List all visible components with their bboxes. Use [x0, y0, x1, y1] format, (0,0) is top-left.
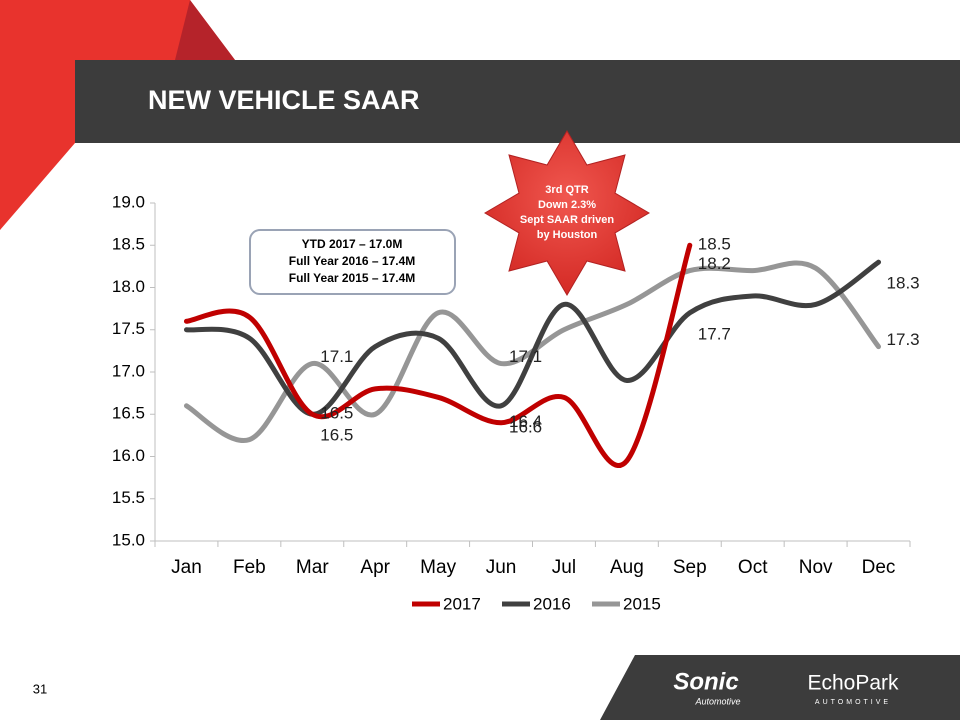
- callout-text: by Houston: [537, 229, 598, 241]
- legend-label: 2016: [533, 594, 571, 613]
- x-tick-label: Oct: [738, 557, 768, 578]
- callout-text: 3rd QTR: [545, 184, 588, 196]
- y-tick-label: 19.0: [112, 192, 145, 211]
- logo-sonic-sub: Automotive: [694, 696, 740, 706]
- callout-text: Sept SAAR driven: [520, 214, 614, 226]
- data-label: 16.5: [320, 426, 353, 445]
- y-tick-label: 15.5: [112, 488, 145, 507]
- x-tick-label: Jun: [486, 557, 517, 578]
- ytd-textbox: [249, 229, 456, 295]
- y-tick-label: 16.5: [112, 404, 145, 423]
- x-tick-label: Mar: [296, 557, 329, 578]
- series-line: [183, 242, 693, 468]
- textbox-line: Full Year 2016 – 17.4M: [289, 254, 416, 268]
- x-tick-label: Jan: [171, 557, 202, 578]
- y-tick-label: 15.0: [112, 530, 145, 549]
- y-tick-label: 18.5: [112, 235, 145, 254]
- data-label: 17.3: [887, 330, 920, 349]
- data-label: 18.2: [698, 254, 731, 273]
- textbox-line: Full Year 2015 – 17.4M: [289, 271, 416, 285]
- x-tick-label: Jul: [552, 557, 576, 578]
- x-tick-label: Sep: [673, 557, 707, 578]
- x-tick-label: Dec: [862, 557, 896, 578]
- x-tick-label: Nov: [799, 557, 833, 578]
- legend-label: 2017: [443, 594, 481, 613]
- data-label: 16.4: [509, 412, 542, 431]
- decor-red-2: [0, 60, 75, 230]
- decor-dark-red: [175, 0, 235, 60]
- legend-label: 2015: [623, 594, 661, 613]
- x-tick-label: Feb: [233, 557, 266, 578]
- star-shape: [484, 130, 650, 296]
- y-tick-label: 17.0: [112, 361, 145, 380]
- data-label: 17.1: [509, 347, 542, 366]
- logo-echopark-sub: AUTOMOTIVE: [815, 699, 891, 706]
- x-tick-label: May: [420, 557, 456, 578]
- callout-text: Down 2.3%: [538, 199, 596, 211]
- footer-band: [600, 655, 960, 720]
- logo-sonic: Sonic: [673, 668, 738, 695]
- page-number: 31: [33, 681, 47, 696]
- y-tick-label: 18.0: [112, 277, 145, 296]
- series-line: [183, 260, 882, 443]
- x-tick-label: Apr: [360, 557, 390, 578]
- data-label: 18.5: [698, 235, 731, 254]
- data-label: 17.7: [698, 324, 731, 343]
- title-banner: [75, 60, 960, 143]
- x-tick-label: Aug: [610, 557, 644, 578]
- slide-title: NEW VEHICLE SAAR: [148, 85, 420, 115]
- logo-echopark: EchoPark: [807, 672, 899, 695]
- y-tick-label: 16.0: [112, 446, 145, 465]
- data-label: 17.1: [320, 347, 353, 366]
- data-label: 16.6: [509, 417, 542, 436]
- data-label: 18.3: [887, 274, 920, 293]
- data-label: 16.5: [320, 404, 353, 423]
- callout-star: [484, 130, 650, 296]
- y-tick-label: 17.5: [112, 319, 145, 338]
- textbox-line: YTD 2017 – 17.0M: [302, 237, 403, 251]
